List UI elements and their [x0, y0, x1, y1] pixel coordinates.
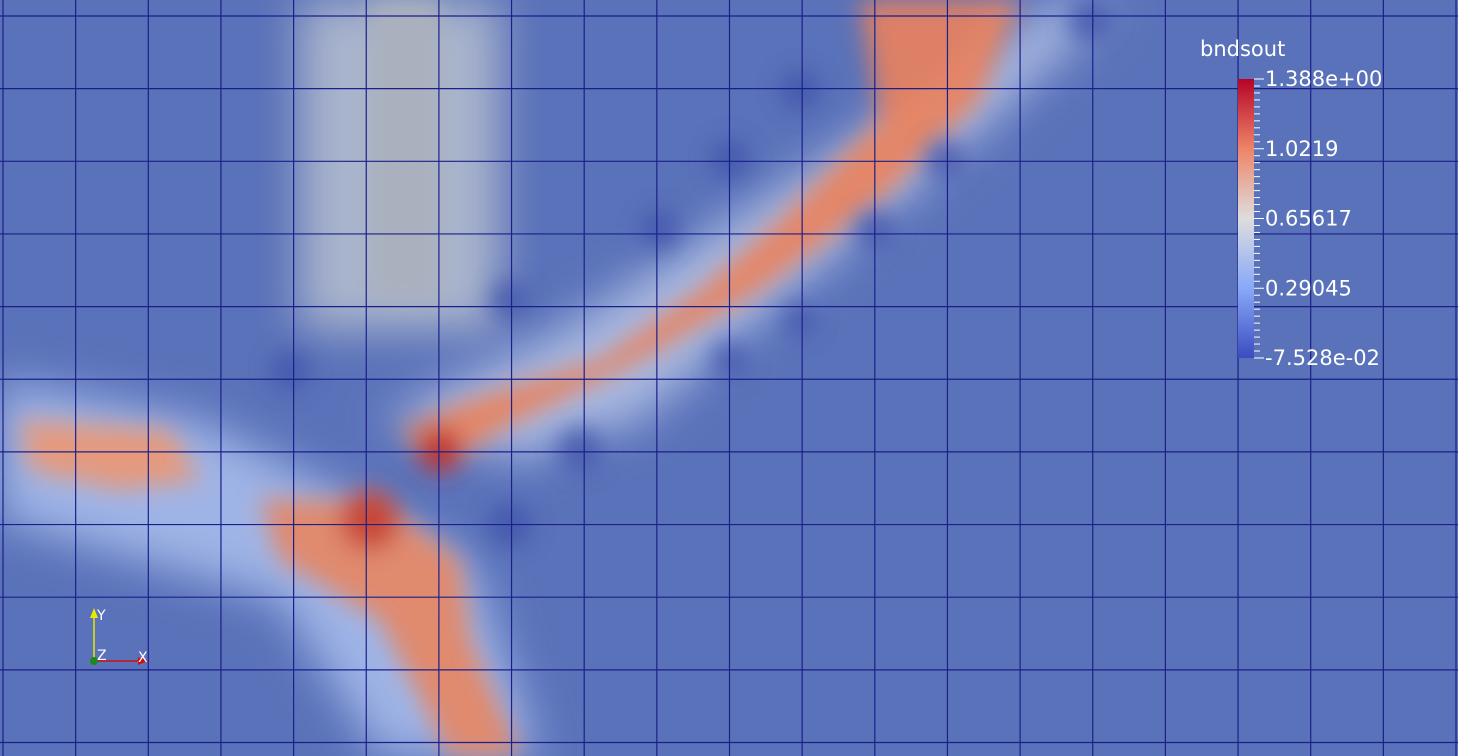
legend-label: 0.29045 — [1265, 276, 1352, 300]
legend-label: 0.65617 — [1265, 207, 1352, 231]
legend-label: 1.0219 — [1265, 137, 1338, 161]
y-axis-label: Y — [96, 608, 106, 624]
legend-labels: 1.388e+00 1.0219 0.65617 0.29045 -7.528e-02 — [1265, 67, 1382, 370]
x-axis-label: X — [138, 650, 148, 666]
color-legend: bndsout 1.388e+00 1.0219 0.65617 0.29045 -7.… — [1200, 37, 1382, 370]
z-axis-label: Z — [97, 648, 107, 664]
legend-title: bndsout — [1200, 37, 1285, 61]
legend-ticks — [1254, 78, 1264, 359]
legend-label: 1.388e+00 — [1265, 67, 1382, 91]
legend-label: -7.528e-02 — [1265, 346, 1380, 370]
color-bar — [1238, 79, 1254, 358]
field — [0, 0, 1120, 756]
orientation-axes: Y Z X — [90, 608, 148, 666]
